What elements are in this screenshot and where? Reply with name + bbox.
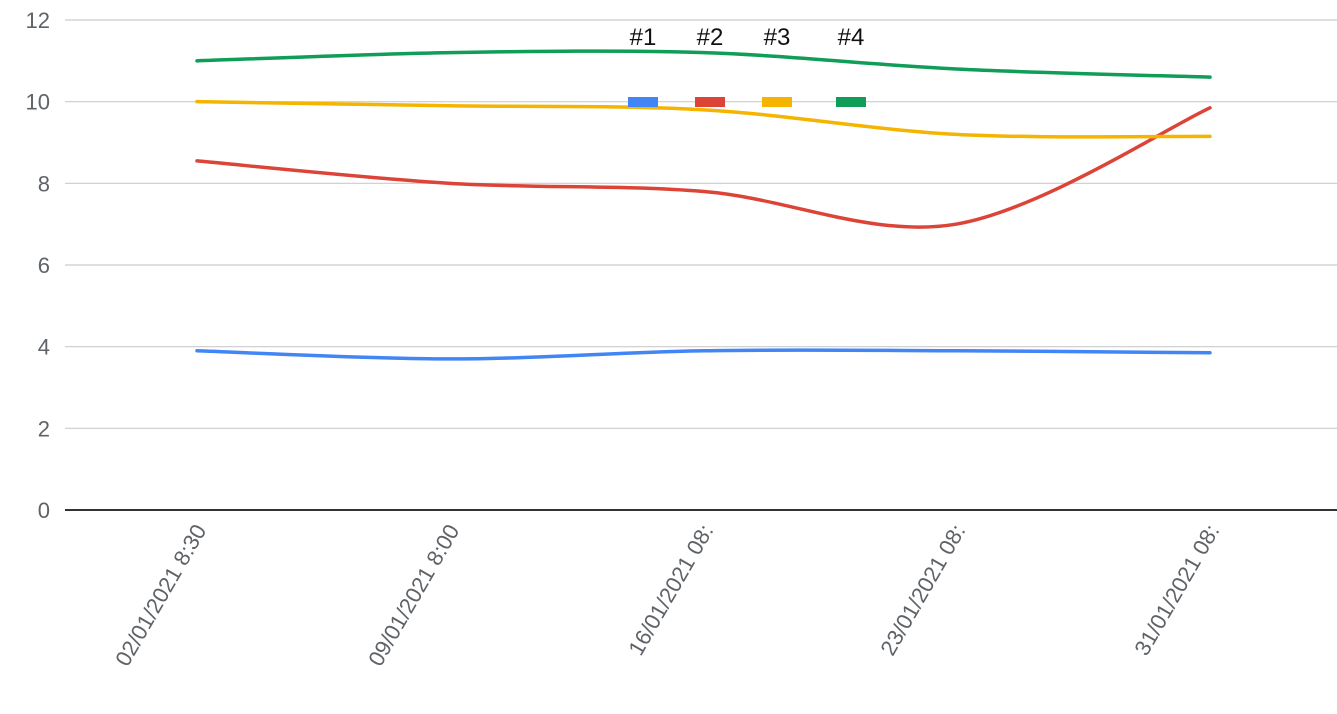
series-line-2: [195, 106, 1212, 229]
legend-label: #1: [630, 24, 657, 51]
legend-label: #3: [764, 24, 791, 51]
legend-swatch: [762, 97, 792, 107]
y-tick-label: 0: [38, 498, 50, 523]
y-tick-label: 12: [26, 8, 50, 33]
legend: #1 #2 #3 #4: [628, 24, 866, 107]
y-tick-label: 2: [38, 416, 50, 441]
x-axis-ticks: 02/01/2021 8:30 09/01/2021 8:00 16/01/2021…: [110, 520, 1224, 670]
legend-label: #4: [838, 24, 865, 51]
y-tick-label: 10: [26, 90, 50, 115]
legend-swatch: [628, 97, 658, 107]
grid-lines: [65, 19, 1337, 511]
x-tick-label: 31/01/2021 08:: [1129, 520, 1224, 660]
x-tick-label: 02/01/2021 8:30: [110, 520, 211, 670]
series-line-4: [195, 49, 1212, 79]
legend-swatch: [836, 97, 866, 107]
legend-swatch: [695, 97, 725, 107]
y-axis-ticks: 0 2 4 6 8 10 12: [26, 8, 50, 523]
y-tick-label: 6: [38, 253, 50, 278]
x-tick-label: 09/01/2021 8:00: [363, 520, 464, 670]
x-tick-label: 23/01/2021 08:: [875, 520, 970, 660]
series-lines: [195, 49, 1212, 361]
series-line-3: [195, 99, 1212, 139]
legend-label: #2: [697, 24, 724, 51]
series-line-1: [195, 348, 1212, 361]
y-tick-label: 4: [38, 335, 50, 360]
x-tick-label: 16/01/2021 08:: [623, 520, 718, 660]
y-tick-label: 8: [38, 171, 50, 196]
